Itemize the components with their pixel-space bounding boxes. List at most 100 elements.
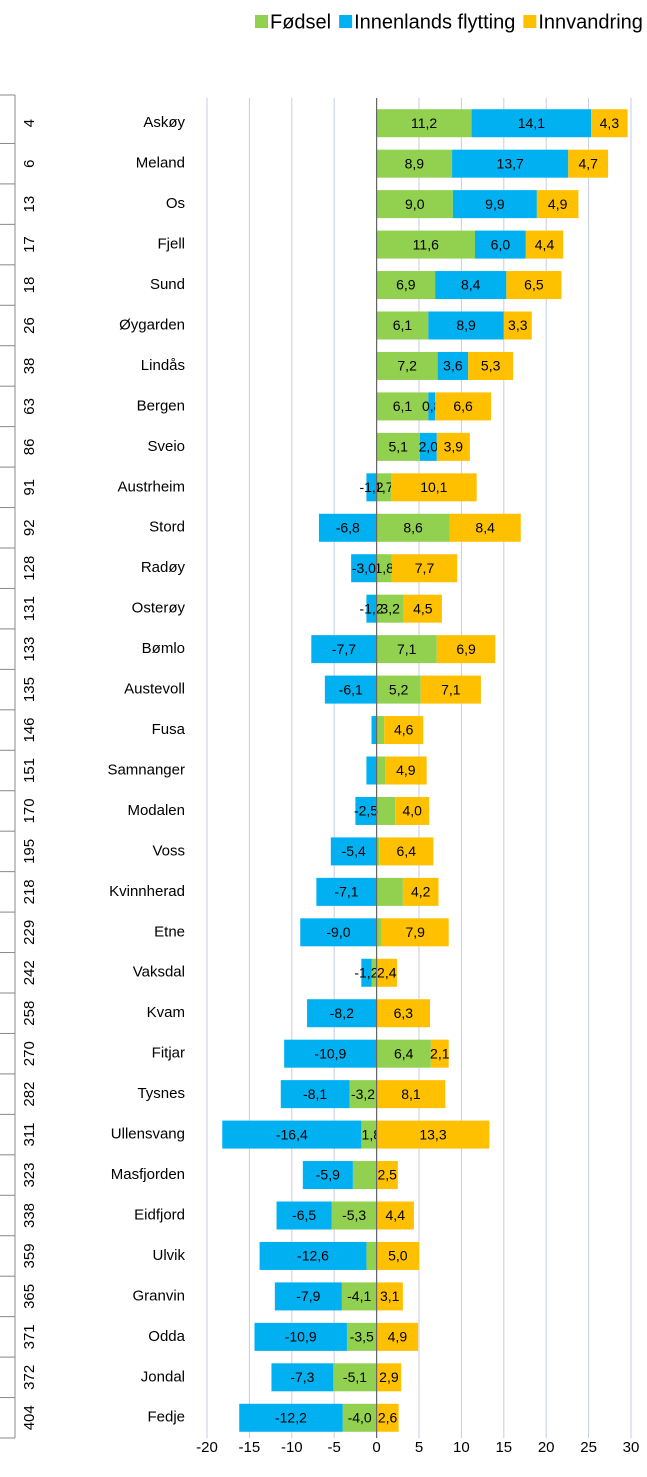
category-label: Austevoll <box>124 681 185 698</box>
legend-label: Innvandring <box>538 11 643 33</box>
rank-label: 6 <box>21 160 38 168</box>
bar-segment <box>349 1080 377 1109</box>
bar-segment <box>376 716 385 745</box>
category-label: Kvinnherad <box>109 883 185 900</box>
rank-label: 195 <box>21 839 38 864</box>
bar-segment <box>452 190 537 219</box>
bar-segment <box>376 756 386 785</box>
bar-segment <box>435 392 492 421</box>
value-label: 8,9 <box>405 155 425 171</box>
category-label: Fedje <box>147 1409 185 1426</box>
bar-segment <box>376 109 472 138</box>
rank-label: 270 <box>21 1041 38 1066</box>
bar-segment <box>437 351 469 380</box>
x-tick-label: 25 <box>580 1439 597 1456</box>
bar-segment <box>361 1120 377 1149</box>
rank-label: 91 <box>21 479 38 496</box>
value-label: 13,3 <box>419 1126 446 1142</box>
legend-label: Fødsel <box>270 11 331 33</box>
bar-segment <box>420 675 481 704</box>
bar-segment <box>222 1120 362 1149</box>
bar-segment <box>355 796 377 825</box>
bar-segment <box>376 190 453 219</box>
category-label: Meland <box>136 155 185 172</box>
rank-label: 151 <box>21 758 38 783</box>
rank-label: 17 <box>21 236 38 253</box>
category-label: Fitjar <box>152 1045 185 1062</box>
value-label: 7,2 <box>397 358 417 374</box>
value-label: -1,2 <box>354 964 378 980</box>
bar-segment <box>376 675 421 704</box>
value-label: -8,1 <box>303 1086 327 1102</box>
bar-segment <box>376 1080 446 1109</box>
category-label: Masfjorden <box>111 1166 185 1183</box>
bar-segment <box>391 473 477 502</box>
value-label: 6,4 <box>394 1045 414 1061</box>
value-label: 5,1 <box>388 439 408 455</box>
bar-segment <box>376 392 429 421</box>
value-label: 11,2 <box>411 115 437 131</box>
value-label: 5,0 <box>388 1248 408 1264</box>
rank-label: 404 <box>21 1405 38 1430</box>
bar-segment <box>376 271 436 300</box>
bar-segment <box>452 149 569 178</box>
value-label: 3,2 <box>380 600 400 616</box>
category-label: Bømlo <box>142 640 185 657</box>
value-label: -16,4 <box>276 1126 308 1142</box>
bar-segment <box>536 190 579 219</box>
rank-label: 371 <box>21 1324 38 1349</box>
legend-label: Innenlands flytting <box>354 11 515 33</box>
value-label: 3,9 <box>444 439 464 455</box>
x-tick-label: -10 <box>281 1439 303 1456</box>
rank-label: 258 <box>21 1001 38 1026</box>
rank-label: 133 <box>21 637 38 662</box>
value-label: 11,6 <box>413 236 439 252</box>
value-label: 14,1 <box>518 115 545 131</box>
bar-segment <box>419 432 437 461</box>
bar-segment <box>254 1322 347 1351</box>
bar-segment <box>376 230 475 259</box>
value-label: 6,9 <box>396 277 416 293</box>
category-label: Ullensvang <box>111 1126 185 1143</box>
category-label: Kvam <box>147 1004 185 1021</box>
value-label: 4,0 <box>402 803 422 819</box>
value-label: -2,5 <box>354 803 378 819</box>
value-label: 1,8 <box>374 560 394 576</box>
value-label: 8,1 <box>401 1086 421 1102</box>
value-label: -7,9 <box>296 1288 320 1304</box>
value-label: -5,9 <box>316 1167 340 1183</box>
value-label: -3,2 <box>351 1086 375 1102</box>
bar-segment <box>376 311 429 340</box>
bar-segment <box>403 594 442 623</box>
bar-segment <box>284 1039 377 1068</box>
bar-segment <box>385 756 427 785</box>
value-label: 7,1 <box>397 641 417 657</box>
bar-segment <box>436 635 496 664</box>
bar-segment <box>376 1363 402 1392</box>
category-label: Sund <box>150 276 185 293</box>
value-label: 9,0 <box>405 196 425 212</box>
bar-segment <box>361 958 372 987</box>
value-label: -7,3 <box>290 1369 314 1385</box>
category-label: Øygarden <box>119 316 185 333</box>
bar-segment <box>428 311 504 340</box>
value-label: 8,4 <box>461 277 481 293</box>
category-label: Sveio <box>147 438 185 455</box>
value-label: 4,4 <box>535 236 555 252</box>
bar-segment <box>316 877 377 906</box>
bar-segment <box>376 432 420 461</box>
value-label: -6,1 <box>339 681 363 697</box>
rank-label: 311 <box>21 1123 38 1147</box>
x-tick-label: -15 <box>239 1439 261 1456</box>
value-label: 4,5 <box>413 600 433 616</box>
rank-label: 13 <box>21 196 38 213</box>
bar-segment <box>568 149 609 178</box>
bar-segment <box>376 877 403 906</box>
bar-segment <box>471 109 592 138</box>
rank-label: 323 <box>21 1163 38 1188</box>
value-label: -5,1 <box>343 1369 367 1385</box>
rank-label: 135 <box>21 677 38 702</box>
bar-segment <box>435 271 507 300</box>
category-label: Jondal <box>141 1368 185 1385</box>
legend-swatch <box>255 15 268 28</box>
